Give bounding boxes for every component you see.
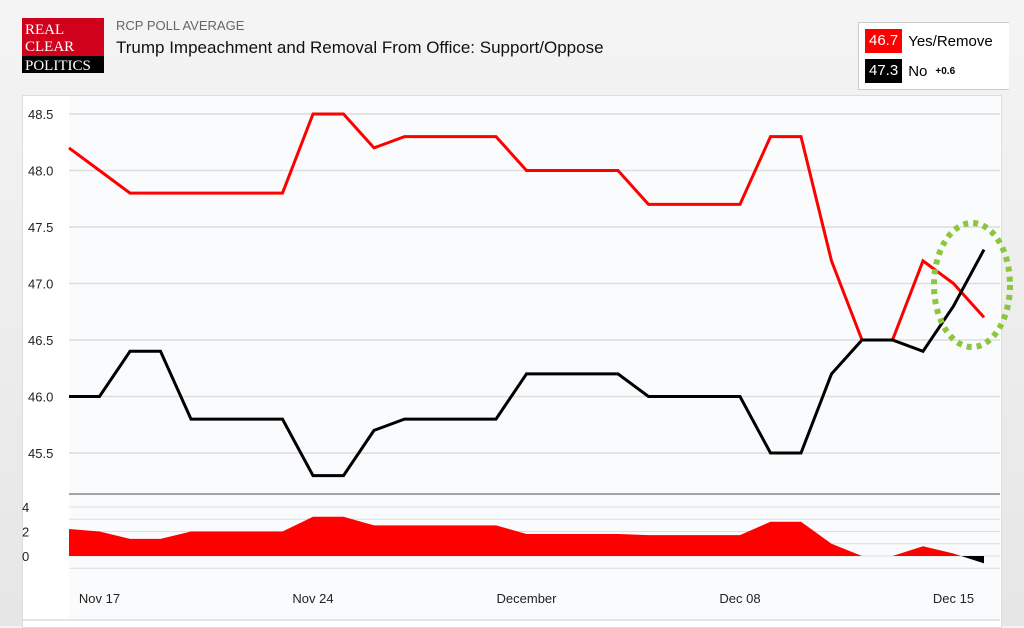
spread-area-segment (709, 535, 740, 556)
x-tick-label: Dec 08 (719, 591, 760, 606)
spread-area-segment (961, 556, 984, 564)
y-tick-label: 45.5 (28, 446, 53, 461)
legend-item-no: 47.3 No +0.6 (865, 59, 955, 83)
series-line-yes (68, 112, 986, 342)
spread-area-segment (252, 531, 283, 556)
rcp-logo: REAL CLEAR POLITICS (22, 18, 104, 73)
y-tick-label: 46.0 (28, 390, 53, 405)
x-tick-label: December (497, 591, 558, 606)
spread-area-segment (99, 531, 130, 556)
svg-text:POLITICS: POLITICS (25, 58, 91, 73)
spread-area-segment (435, 525, 466, 556)
spread-area-segment (648, 535, 679, 556)
x-tick-label: Nov 24 (292, 591, 333, 606)
spread-area-segment (313, 516, 344, 556)
y-tick-label: 48.5 (28, 107, 53, 122)
subtitle: RCP POLL AVERAGE (116, 18, 245, 33)
legend-value: 46.7 (865, 29, 903, 53)
y-tick-label: 47.0 (28, 277, 53, 292)
spread-area-segment (465, 525, 496, 556)
spread-area-segment (221, 531, 252, 556)
chart-title: Trump Impeachment and Removal From Offic… (116, 38, 604, 57)
y-tick-label: 47.5 (28, 220, 53, 235)
legend: 46.7 Yes/Remove 47.3 No +0.6 (858, 22, 1009, 90)
spread-area-segment (892, 546, 923, 556)
spread-area-segment (587, 533, 618, 556)
svg-text:REAL: REAL (25, 22, 64, 38)
y-tick-label: 48.0 (28, 164, 53, 179)
spread-area-segment (557, 533, 588, 556)
spread-y-tick-label: 2 (22, 525, 29, 540)
svg-text:CLEAR: CLEAR (25, 39, 74, 55)
spread-area-segment (69, 529, 100, 556)
series-line-no (69, 248, 986, 478)
spread-area-segment (953, 553, 962, 556)
legend-value: 47.3 (865, 59, 903, 83)
spread-area-segment (374, 525, 405, 556)
spread-area-segment (130, 538, 161, 556)
spread-area-segment (343, 516, 374, 556)
spread-area-segment (740, 521, 771, 556)
spread-area-segment (770, 521, 801, 556)
y-tick-label: 46.5 (28, 333, 53, 348)
spread-area-segment (831, 543, 862, 556)
legend-item-yes: 46.7 Yes/Remove (865, 29, 993, 53)
annotation-circle (931, 220, 1013, 350)
legend-change: +0.6 (935, 65, 956, 77)
spread-area-segment (191, 531, 222, 556)
legend-label: No (908, 62, 928, 80)
x-tick-label: Dec 15 (933, 591, 974, 606)
spread-area-segment (679, 535, 710, 556)
spread-area-segment (618, 533, 649, 556)
spread-y-tick-label: 4 (22, 500, 29, 515)
spread-area-segment (404, 525, 435, 556)
spread-y-tick-label: 0 (22, 549, 29, 564)
spread-area-segment (282, 516, 313, 556)
x-tick-label: Nov 17 (79, 591, 120, 606)
spread-area-segment (801, 521, 832, 556)
legend-label: Yes/Remove (908, 32, 993, 50)
spread-area-segment (496, 525, 527, 556)
spread-area-segment (923, 546, 954, 556)
spread-area-segment (160, 531, 191, 556)
spread-area-segment (526, 533, 557, 556)
